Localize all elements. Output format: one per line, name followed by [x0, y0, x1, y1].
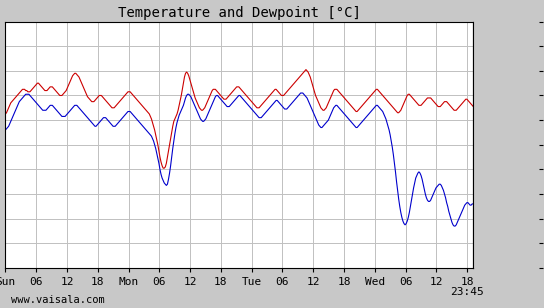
Title: Temperature and Dewpoint [°C]: Temperature and Dewpoint [°C]	[118, 6, 361, 20]
Text: 23:45: 23:45	[450, 287, 484, 298]
Text: www.vaisala.com: www.vaisala.com	[11, 295, 104, 305]
